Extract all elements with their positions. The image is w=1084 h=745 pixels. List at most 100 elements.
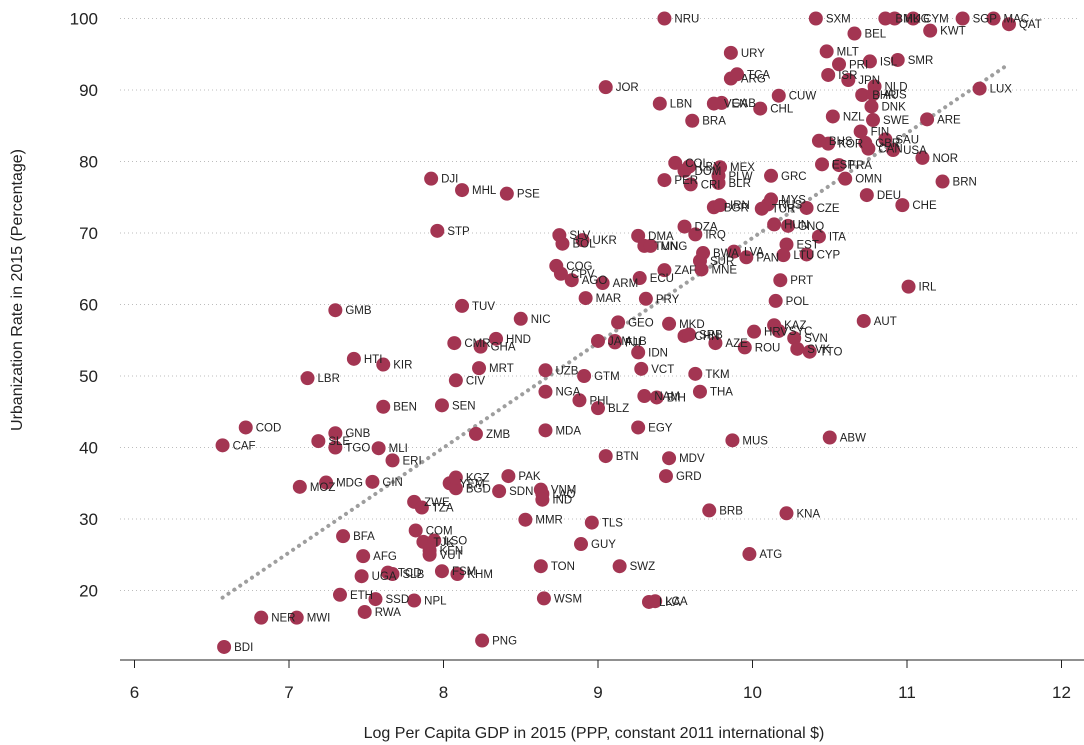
point-label: IRQ [705,229,726,241]
point-label: GHA [491,342,516,354]
data-point [518,512,533,527]
data-point [658,469,673,484]
data-point [739,250,754,265]
point-label: WSM [554,593,582,605]
data-point [595,276,610,291]
point-label: MHL [472,185,497,197]
data-point [612,559,627,574]
point-label: ESP [832,159,855,171]
data-point [764,192,779,207]
x-tick-label: 10 [743,683,762,702]
data-point [657,263,672,278]
point-label: NER [271,613,295,625]
point-label: CMR [464,338,490,350]
point-label: GUY [591,539,616,551]
data-point [408,523,423,538]
data-point [300,371,315,386]
point-label: CUW [789,91,817,103]
point-label: URY [741,48,765,60]
point-label: ARG [741,74,766,86]
data-point [754,201,769,216]
data-point [753,101,768,116]
point-label: GAB [732,98,757,110]
point-label: TUN [654,241,678,253]
point-label: UZB [555,365,578,377]
data-point [489,331,504,346]
data-point [591,333,605,348]
y-tick-label: 20 [79,582,98,601]
data-point [468,426,483,441]
data-points [215,11,1016,654]
data-point [238,420,253,435]
data-point [499,186,514,201]
data-point [357,604,372,619]
data-point [790,341,805,356]
data-point [473,339,488,354]
data-point [513,311,528,326]
point-label: KNA [796,508,820,520]
data-point [821,67,836,82]
point-label: IRN [730,200,750,212]
data-point [688,366,703,381]
data-point [764,168,779,183]
data-point [838,171,853,186]
data-point [935,174,950,189]
point-label: ISL [880,56,898,68]
point-label: BRN [953,177,977,189]
point-label: KIR [393,360,412,372]
data-point [336,529,351,544]
point-label: KEN [440,545,464,557]
point-label: BHS [829,136,853,148]
data-point [920,112,935,127]
point-label: JPN [858,75,880,87]
y-tick-label: 80 [79,153,98,172]
point-label: EGY [648,422,673,434]
point-label: DZA [695,222,718,234]
data-point [332,587,347,602]
data-point [776,248,791,263]
point-label: FIN [871,126,890,138]
data-point [538,363,553,378]
data-point [767,217,782,232]
point-label: CAN [878,144,902,156]
data-point [346,351,361,366]
data-point [492,484,507,499]
point-label: BEL [864,29,886,41]
data-point [538,423,553,438]
y-axis-title: Urbanization Rate in 2015 (Percentage) [9,149,26,431]
point-label: FJI [625,337,641,349]
data-point [855,88,870,103]
data-point [434,564,449,579]
data-point [723,45,738,60]
point-label: SWE [883,115,910,127]
data-point [448,481,463,496]
y-tick-label: 30 [79,510,98,529]
point-label: ROU [755,342,781,354]
data-point [832,57,847,72]
x-tick-label: 6 [130,683,139,702]
data-point [726,244,741,259]
point-label: BWA [713,248,739,260]
data-point [634,361,649,376]
data-point [652,96,667,111]
point-label: IND [552,495,572,507]
data-point [747,324,762,339]
y-tick-label: 90 [79,81,98,100]
data-point [825,109,840,124]
data-point [713,198,728,213]
data-point [472,361,487,376]
point-label: MOZ [310,482,336,494]
point-label: CPV [571,269,595,281]
point-label: NRU [674,14,699,26]
data-point [779,237,794,252]
point-label: COL [685,158,709,170]
data-point [607,335,622,350]
data-point [878,132,893,147]
data-point [632,271,647,286]
point-label: HKG [905,14,930,26]
data-point [781,218,796,233]
data-point [430,223,445,238]
data-point [455,183,470,198]
data-point [578,291,593,306]
point-label: BOL [572,239,596,251]
